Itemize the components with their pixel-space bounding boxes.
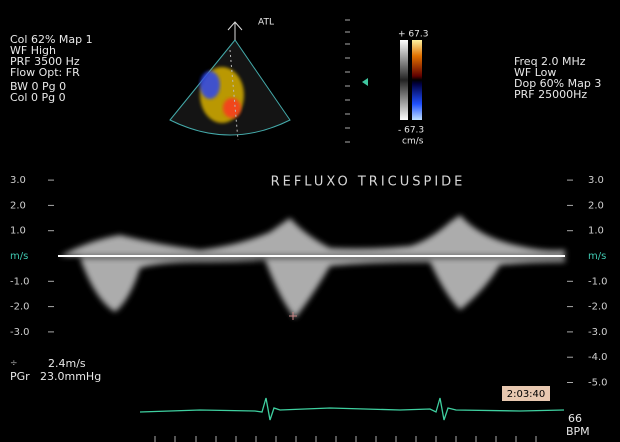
gray-bar (400, 40, 408, 120)
color-bar-bottom: - 67.3 (398, 126, 424, 136)
scale-right: -2.0 (588, 302, 608, 313)
scale-left: -1.0 (10, 276, 30, 287)
caliper-icon: ÷ (10, 359, 18, 369)
heart-rate-unit: BPM (566, 425, 590, 438)
setting-left: Col 0 Pg 0 (10, 91, 66, 104)
scale-right: -4.0 (588, 352, 608, 363)
scale-left: 1.0 (10, 226, 26, 237)
scale-left: -2.0 (10, 302, 30, 313)
ultrasound-screen: ATL + 67.3 - 67.3 cm/s REFLUXO TRICUSPID… (0, 0, 620, 442)
scale-right: -5.0 (588, 378, 608, 389)
probe-label: ATL (258, 18, 274, 28)
scale-right: m/s (588, 251, 606, 262)
scale-right: -1.0 (588, 276, 608, 287)
velocity: 2.4m/s (48, 357, 86, 370)
scale-left: 2.0 (10, 200, 26, 211)
setting-left: Flow Opt: FR (10, 66, 80, 79)
color-bar (412, 40, 422, 120)
gradient: 23.0mmHg (40, 370, 101, 383)
title: REFLUXO TRICUSPIDE (271, 175, 466, 190)
scale-right: 3.0 (588, 175, 604, 186)
scale-left: m/s (10, 251, 28, 262)
scale-right: 2.0 (588, 200, 604, 211)
heart-rate: 66 (568, 412, 582, 425)
color-bar-unit: cm/s (402, 137, 424, 147)
scale-right: -3.0 (588, 327, 608, 338)
gradient-label: PGr (10, 370, 30, 383)
scale-right: 1.0 (588, 226, 604, 237)
setting-right: PRF 25000Hz (514, 88, 587, 101)
scale-left: 3.0 (10, 175, 26, 186)
color-bar-top: + 67.3 (398, 30, 428, 40)
scale-left: -3.0 (10, 327, 30, 338)
time: 2:03:40 (507, 389, 546, 400)
